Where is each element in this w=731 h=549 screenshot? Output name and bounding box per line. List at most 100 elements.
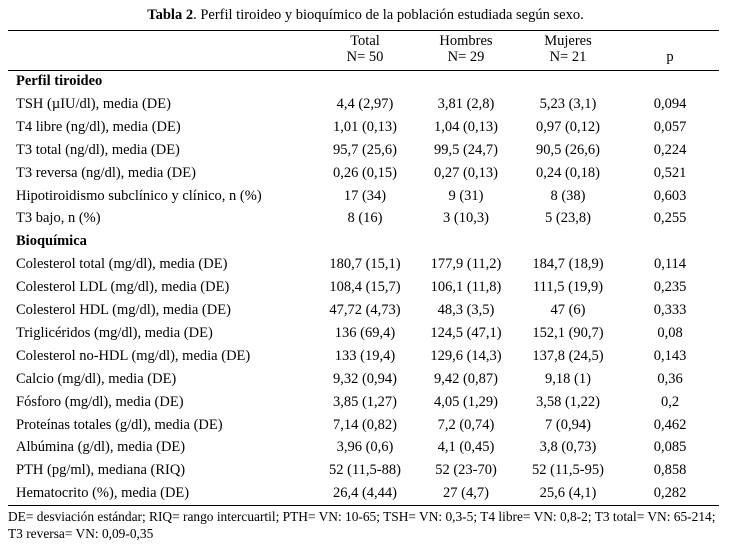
section-title: Perfil tiroideo (16, 73, 103, 89)
col-header-hombres-n: N= 29 (447, 49, 485, 65)
cell-hombres: 0,27 (0,13) (433, 164, 499, 181)
cell-total: 47,72 (4,73) (329, 302, 401, 318)
cell-hombres: 4,1 (0,45) (437, 439, 495, 456)
cell-mujeres: 184,7 (18,9) (532, 256, 604, 273)
cell-hombres: 177,9 (11,2) (430, 256, 502, 273)
col-header-hombres: Hombres N= 29 (411, 33, 521, 65)
cell-mujeres: 5,23 (3,1) (539, 95, 597, 112)
cell-hombres: 1,04 (0,13) (433, 118, 499, 135)
cell-p: 0,2 (660, 393, 680, 410)
cell-hombres: 52 (23-70) (435, 462, 497, 479)
row-label: Proteínas totales (g/dl), media (DE) (16, 416, 223, 433)
cell-total: 26,4 (4,44) (332, 485, 398, 502)
cell-mujeres: 25,6 (4,1) (539, 485, 597, 502)
row-label: Calcio (mg/dl), media (DE) (16, 370, 177, 387)
cell-p: 0,255 (653, 210, 687, 227)
cell-hombres: 48,3 (3,5) (437, 302, 495, 318)
cell-total: 3,96 (0,6) (336, 439, 394, 456)
col-header-mujeres-n: N= 21 (549, 49, 587, 65)
cell-p: 0,085 (653, 439, 687, 456)
col-header-total-n: N= 50 (346, 49, 384, 65)
cell-p: 0,36 (657, 370, 683, 387)
cell-mujeres: 152,1 (90,7) (532, 324, 604, 341)
cell-p: 0,114 (653, 256, 687, 273)
top-rule (8, 30, 719, 31)
cell-mujeres: 0,97 (0,12) (535, 118, 601, 135)
row-label: Triglicéridos (mg/dl), media (DE) (16, 324, 213, 341)
col-header-hombres-name: Hombres (439, 33, 493, 49)
row-label: Fósforo (mg/dl), media (DE) (16, 393, 184, 410)
col-header-total: Total N= 50 (310, 33, 420, 65)
cell-mujeres: 47 (6) (550, 302, 586, 318)
col-header-mujeres-name: Mujeres (544, 33, 592, 49)
cell-mujeres: 9,18 (1) (545, 370, 591, 387)
cell-p: 0,462 (653, 416, 687, 433)
cell-total: 95,7 (25,6) (332, 141, 398, 158)
cell-mujeres: 3,8 (0,73) (539, 439, 597, 456)
cell-p: 0,282 (653, 485, 687, 502)
row-label: T3 total (ng/dl), media (DE) (16, 141, 180, 158)
cell-total: 0,26 (0,15) (332, 164, 398, 181)
bottom-rule (8, 505, 719, 506)
row-label: Hematocrito (%), media (DE) (16, 485, 190, 502)
cell-p: 0,333 (653, 302, 687, 318)
cell-hombres: 129,6 (14,3) (430, 347, 502, 364)
cell-total: 17 (34) (343, 187, 387, 204)
cell-hombres: 27 (4,7) (443, 485, 489, 502)
col-header-p: p (630, 33, 710, 65)
cell-p: 0,057 (653, 118, 687, 135)
table-footnote: DE= desviación estándar; RIQ= rango inte… (8, 509, 716, 541)
row-label: Colesterol total (mg/dl), media (DE) (16, 256, 228, 273)
row-label: Colesterol LDL (mg/dl), media (DE) (16, 279, 230, 296)
col-header-mujeres: Mujeres N= 21 (513, 33, 623, 65)
row-label: Albúmina (g/dl), media (DE) (16, 439, 186, 456)
cell-total: 8 (16) (347, 210, 383, 227)
cell-p: 0,143 (653, 347, 687, 364)
cell-mujeres: 90,5 (26,6) (535, 141, 601, 158)
cell-hombres: 3 (10,3) (443, 210, 489, 227)
col-header-total-name: Total (350, 33, 380, 49)
row-label: Colesterol no-HDL (mg/dl), media (DE) (16, 347, 251, 364)
caption-text: . Perfil tiroideo y bioquímico de la pob… (193, 7, 584, 23)
cell-total: 52 (11,5-88) (329, 462, 401, 479)
cell-total: 7,14 (0,82) (332, 416, 398, 433)
row-label: Colesterol HDL (mg/dl), media (DE) (16, 302, 231, 318)
cell-total: 108,4 (15,7) (329, 279, 401, 296)
cell-hombres: 124,5 (47,1) (430, 324, 502, 341)
cell-total: 1,01 (0,13) (332, 118, 398, 135)
caption-label: Tabla 2 (147, 7, 194, 23)
row-label: PTH (pg/ml), mediana (RIQ) (16, 462, 186, 479)
cell-hombres: 4,05 (1,29) (433, 393, 499, 410)
cell-total: 9,32 (0,94) (332, 370, 398, 387)
row-label: TSH (µIU/dl), media (DE) (16, 95, 171, 112)
cell-p: 0,094 (653, 95, 687, 112)
cell-total: 136 (69,4) (334, 324, 396, 341)
cell-p: 0,224 (653, 141, 687, 158)
cell-hombres: 9,42 (0,87) (433, 370, 499, 387)
cell-p: 0,521 (653, 164, 687, 181)
cell-hombres: 106,1 (11,8) (430, 279, 502, 296)
cell-hombres: 7,2 (0,74) (437, 416, 495, 433)
cell-mujeres: 7 (0,94) (545, 416, 591, 433)
cell-p: 0,603 (653, 187, 687, 204)
table-caption: Tabla 2. Perfil tiroideo y bioquímico de… (0, 7, 731, 24)
cell-total: 4,4 (2,97) (336, 95, 394, 112)
cell-p: 0,858 (653, 462, 687, 479)
cell-total: 180,7 (15,1) (329, 256, 401, 273)
cell-mujeres: 8 (38) (550, 187, 586, 204)
cell-total: 133 (19,4) (334, 347, 396, 364)
cell-hombres: 9 (31) (448, 187, 484, 204)
cell-mujeres: 0,24 (0,18) (535, 164, 601, 181)
cell-p: 0,08 (657, 324, 683, 341)
row-label: T4 libre (ng/dl), media (DE) (16, 118, 181, 135)
cell-mujeres: 3,58 (1,22) (535, 393, 601, 410)
cell-hombres: 3,81 (2,8) (437, 95, 495, 112)
cell-p: 0,235 (653, 279, 687, 296)
cell-mujeres: 52 (11,5-95) (532, 462, 604, 479)
cell-mujeres: 137,8 (24,5) (532, 347, 604, 364)
row-label: T3 reversa (ng/dl), media (DE) (16, 164, 196, 181)
cell-hombres: 99,5 (24,7) (433, 141, 499, 158)
header-rule (8, 70, 719, 71)
col-header-p-name (630, 33, 710, 49)
row-label: T3 bajo, n (%) (16, 210, 101, 227)
